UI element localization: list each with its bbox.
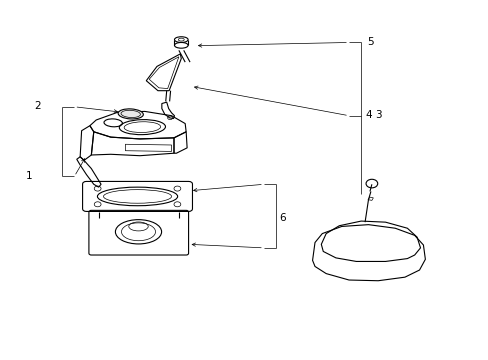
Text: 4: 4 — [365, 110, 371, 120]
Text: 3: 3 — [374, 110, 381, 120]
Text: 5: 5 — [366, 37, 373, 47]
Text: 2: 2 — [34, 101, 41, 111]
Text: 6: 6 — [279, 212, 285, 222]
Text: 1: 1 — [26, 171, 32, 181]
Ellipse shape — [118, 109, 143, 119]
